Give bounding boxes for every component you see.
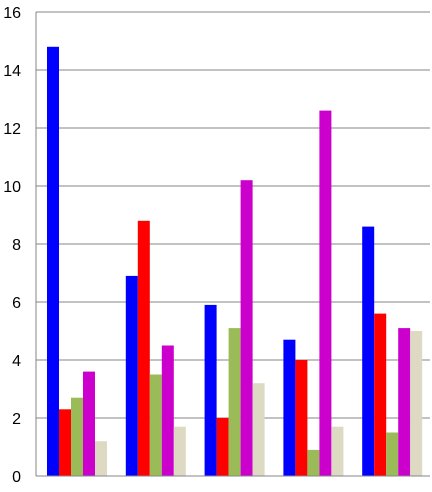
y-tick-label: 6 xyxy=(12,295,21,312)
y-tick-label: 10 xyxy=(3,179,21,196)
bar-series-3-group-1 xyxy=(71,397,83,476)
bar-series-2-group-4 xyxy=(295,360,308,476)
bar-series-3-group-5 xyxy=(386,432,399,476)
bar-series-3-group-2 xyxy=(149,374,162,476)
y-tick-label: 14 xyxy=(3,63,21,80)
bar-series-1-group-2 xyxy=(125,275,138,476)
bar-series-4-group-1 xyxy=(83,371,95,476)
y-tick-label: 8 xyxy=(12,237,21,254)
bars xyxy=(47,46,423,477)
bar-series-1-group-4 xyxy=(283,339,296,476)
bar-series-2-group-1 xyxy=(59,409,71,476)
bar-group-1 xyxy=(47,46,107,477)
bar-series-5-group-3 xyxy=(252,383,265,476)
bar-group-2 xyxy=(125,220,186,476)
bar-series-3-group-4 xyxy=(307,449,320,476)
bar-series-3-group-3 xyxy=(228,328,241,476)
bar-series-5-group-2 xyxy=(173,426,186,476)
bar-series-4-group-4 xyxy=(319,110,332,476)
bar-series-2-group-3 xyxy=(216,418,229,476)
bar-group-4 xyxy=(283,110,344,476)
y-tick-label: 16 xyxy=(3,5,21,22)
gridlines xyxy=(36,11,430,419)
y-tick-label: 12 xyxy=(3,121,21,138)
bar-series-4-group-5 xyxy=(398,328,411,476)
bar-series-4-group-3 xyxy=(240,180,253,476)
bar-series-1-group-1 xyxy=(47,46,59,477)
bar-series-5-group-5 xyxy=(410,331,423,476)
y-tick-label: 0 xyxy=(12,469,21,486)
bar-group-5 xyxy=(362,226,423,476)
bar-series-2-group-5 xyxy=(374,313,387,476)
bar-group-3 xyxy=(204,180,265,476)
bar-series-1-group-5 xyxy=(362,226,375,476)
y-tick-label: 2 xyxy=(12,411,21,428)
bar-series-5-group-1 xyxy=(95,441,107,476)
bar-series-1-group-3 xyxy=(204,304,217,476)
y-tick-label: 4 xyxy=(12,353,21,370)
bar-series-4-group-2 xyxy=(161,345,174,476)
bar-series-5-group-4 xyxy=(331,426,344,476)
bar-series-2-group-2 xyxy=(137,220,150,476)
y-axis-tick-labels: 0 2 4 6 8 10 12 14 16 xyxy=(3,5,21,486)
